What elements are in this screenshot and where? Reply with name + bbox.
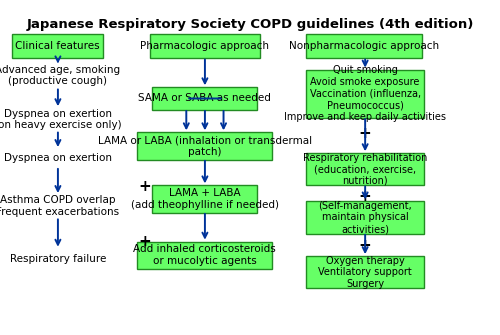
FancyBboxPatch shape — [152, 185, 258, 213]
FancyBboxPatch shape — [306, 201, 424, 233]
FancyBboxPatch shape — [150, 34, 260, 58]
FancyBboxPatch shape — [306, 34, 422, 58]
Text: Oxygen therapy
Ventilatory support
Surgery: Oxygen therapy Ventilatory support Surge… — [318, 256, 412, 289]
Text: SAMA or SABA as needed: SAMA or SABA as needed — [138, 93, 271, 104]
Text: (Self-management,
maintain physical
activities): (Self-management, maintain physical acti… — [318, 201, 412, 234]
FancyBboxPatch shape — [306, 70, 424, 118]
Text: +: + — [359, 189, 372, 204]
Text: +: + — [138, 180, 151, 194]
FancyBboxPatch shape — [306, 256, 424, 288]
Text: Dyspnea on exertion
(on heavy exercise only): Dyspnea on exertion (on heavy exercise o… — [0, 109, 122, 130]
Text: Japanese Respiratory Society COPD guidelines (4th edition): Japanese Respiratory Society COPD guidel… — [26, 18, 473, 31]
Text: Respiratory failure: Respiratory failure — [10, 254, 106, 264]
FancyBboxPatch shape — [12, 34, 103, 58]
Text: Quit smoking
Avoid smoke exposure
Vaccination (influenza,
Pneumococcus)
Improve : Quit smoking Avoid smoke exposure Vaccin… — [284, 65, 446, 122]
Text: Add inhaled corticosteroids
or mucolytic agents: Add inhaled corticosteroids or mucolytic… — [134, 245, 276, 266]
Text: Asthma COPD overlap
Frequent exacerbations: Asthma COPD overlap Frequent exacerbatio… — [0, 195, 120, 217]
FancyBboxPatch shape — [138, 242, 272, 269]
Text: +: + — [359, 238, 372, 253]
FancyBboxPatch shape — [306, 153, 424, 185]
Text: Advanced age, smoking
(productive cough): Advanced age, smoking (productive cough) — [0, 65, 120, 86]
FancyBboxPatch shape — [138, 132, 272, 159]
Text: Nonpharmacologic approach: Nonpharmacologic approach — [289, 41, 439, 51]
Text: +: + — [138, 234, 151, 249]
FancyBboxPatch shape — [152, 87, 258, 110]
Text: +: + — [359, 126, 372, 141]
Text: Clinical features: Clinical features — [16, 41, 100, 51]
Text: Dyspnea on exertion: Dyspnea on exertion — [4, 153, 112, 163]
Text: LAMA + LABA
(add theophylline if needed): LAMA + LABA (add theophylline if needed) — [130, 188, 278, 210]
Text: Pharmacologic approach: Pharmacologic approach — [140, 41, 269, 51]
Text: LAMA or LABA (inhalation or transdermal
patch): LAMA or LABA (inhalation or transdermal … — [98, 135, 312, 157]
Text: Respiratory rehabilitation
(education, exercise,
nutrition): Respiratory rehabilitation (education, e… — [303, 153, 428, 186]
